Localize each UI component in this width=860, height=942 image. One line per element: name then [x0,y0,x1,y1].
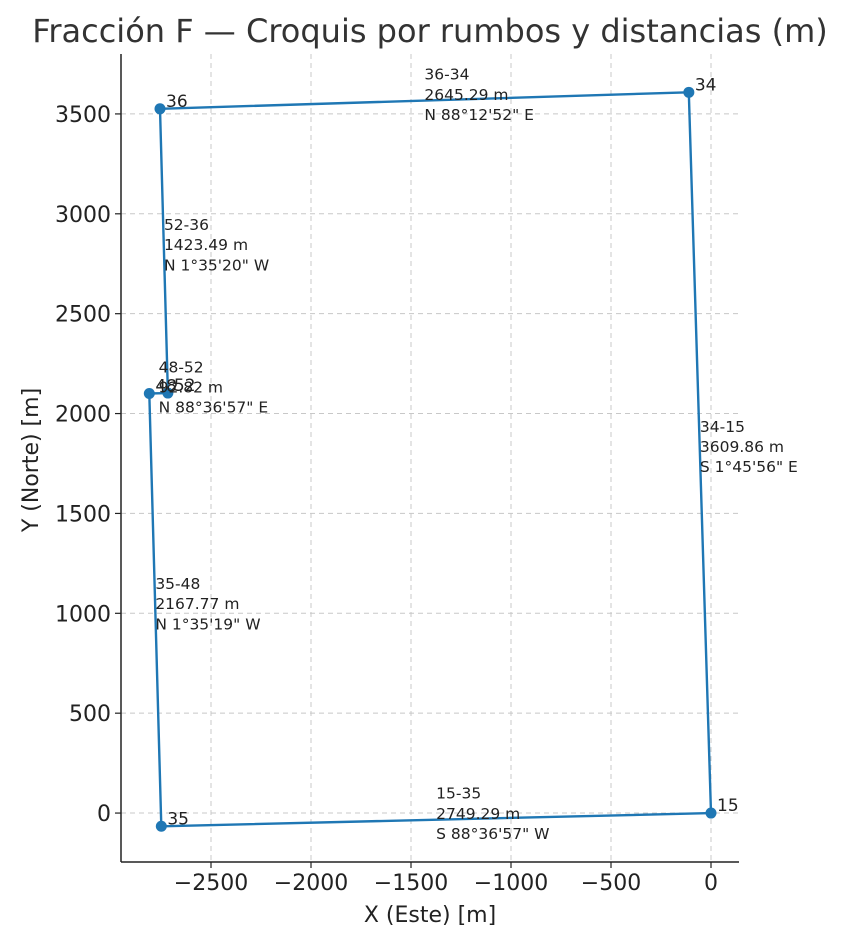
vertex-label-34: 34 [695,75,717,95]
x-tick-label: −1500 [374,871,448,896]
chart-title: Fracción F — Croquis por rumbos y distan… [32,12,827,50]
segment-label-line: 3609.86 m [700,438,784,456]
vertex-label-52: 52 [174,376,196,396]
segment-label-line: N 88°36'57" E [159,399,269,417]
segment-label-line: 35-48 [155,575,200,593]
segment-label-line: 2749.29 m [436,805,520,823]
segment-label-line: 15-35 [436,785,481,803]
ticks: −2500 −2000 −1500 −1000 −500 0 0 500 1000 1500 200… [55,103,718,896]
x-tick-label: −500 [581,871,641,896]
segment-label-line: S 1°45'56" E [700,458,798,476]
grid [121,54,739,862]
segment-labels: 15-35 2749.29 m S 88°36'57" W 35-48 2167.77 … [155,66,798,843]
y-tick-label: 3500 [55,103,111,128]
vertex-point-36 [154,103,166,115]
x-tick-label: −2500 [174,871,248,896]
segment-label-34-15: 34-15 3609.86 m S 1°45'56" E [700,418,798,476]
y-tick-label: 1500 [55,502,111,527]
vertex-label-48: 48 [155,376,177,396]
segment-label-line: 2167.77 m [155,595,239,613]
x-axis-title: X (Este) [m] [364,903,496,928]
vertex-point-52 [162,387,174,399]
boundary-line [148,91,713,828]
boundary-series [143,86,717,832]
segment-label-line: N 1°35'19" W [155,615,260,633]
segment-label-line: N 1°35'20" W [164,256,269,274]
vertex-point-35 [155,820,167,832]
segment-label-35-48: 35-48 2167.77 m N 1°35'19" W [155,575,260,633]
segment-label-line: 2645.29 m [424,86,508,104]
segment-label-line: 52-36 [164,216,209,234]
segment-label-52-36: 52-36 1423.49 m N 1°35'20" W [164,216,269,274]
y-tick-label: 0 [97,802,111,827]
segment-label-line: 36-34 [424,66,469,84]
y-tick-label: 2000 [55,403,111,428]
x-tick-label: −2000 [274,871,348,896]
y-tick-label: 500 [69,702,111,727]
segment-label-48-52: 48-52 92.82 m N 88°36'57" E [159,358,269,416]
x-tick-label: −1000 [474,871,548,896]
vertex-label-35: 35 [167,809,189,829]
vertex-label-36: 36 [166,92,188,112]
segment-label-15-35: 15-35 2749.29 m S 88°36'57" W [436,785,549,843]
x-tick-label: 0 [704,871,718,896]
y-tick-label: 3000 [55,203,111,228]
segment-label-line: 1423.49 m [164,236,248,254]
y-axis-title: Y (Norte) [m] [19,388,44,533]
segment-label-line: 92.82 m [159,379,223,397]
segment-label-line: 34-15 [700,418,745,436]
vertex-point-48 [143,387,155,399]
vertex-point-34 [683,86,695,98]
axes [120,54,739,863]
vertex-label-15: 15 [717,796,739,816]
vertex-point-15 [705,807,717,819]
y-tick-label: 2500 [55,303,111,328]
segment-label-line: N 88°12'52" E [424,106,534,124]
segment-label-36-34: 36-34 2645.29 m N 88°12'52" E [424,66,534,124]
segment-label-line: S 88°36'57" W [436,825,549,843]
segment-label-line: 48-52 [159,358,204,376]
y-tick-label: 1000 [55,602,111,627]
